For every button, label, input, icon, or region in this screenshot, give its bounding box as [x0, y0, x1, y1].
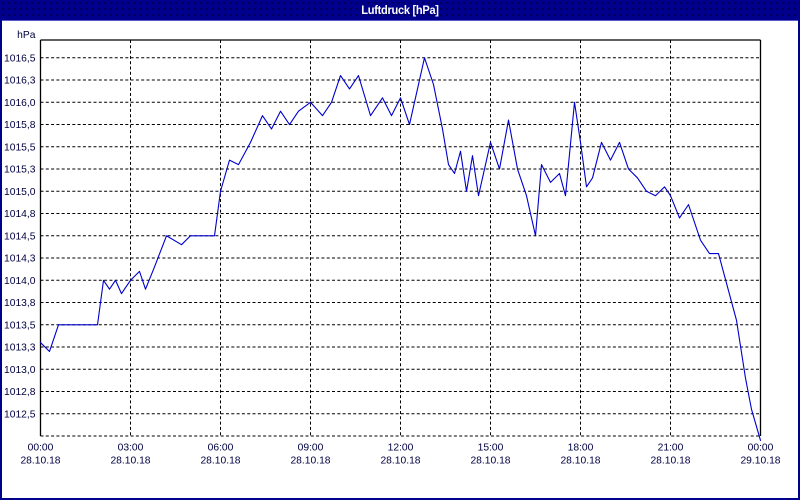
- svg-text:1016,0: 1016,0: [4, 98, 36, 109]
- svg-text:28.10.18: 28.10.18: [470, 456, 510, 467]
- svg-text:00:00: 00:00: [28, 443, 54, 454]
- svg-text:1016,3: 1016,3: [4, 76, 36, 87]
- svg-text:06:00: 06:00: [208, 443, 234, 454]
- svg-text:12:00: 12:00: [388, 443, 414, 454]
- svg-text:1014,5: 1014,5: [4, 231, 36, 242]
- svg-text:03:00: 03:00: [118, 443, 144, 454]
- svg-text:28.10.18: 28.10.18: [200, 456, 240, 467]
- svg-text:1014,0: 1014,0: [4, 276, 36, 287]
- svg-text:1015,5: 1015,5: [4, 142, 36, 153]
- svg-text:21:00: 21:00: [658, 443, 684, 454]
- svg-text:1014,3: 1014,3: [4, 254, 36, 265]
- svg-text:28.10.18: 28.10.18: [20, 456, 60, 467]
- svg-text:18:00: 18:00: [568, 443, 594, 454]
- svg-text:1013,0: 1013,0: [4, 365, 36, 376]
- svg-text:28.10.18: 28.10.18: [110, 456, 150, 467]
- svg-text:29.10.18: 29.10.18: [740, 456, 780, 467]
- svg-text:1014,8: 1014,8: [4, 209, 36, 220]
- svg-text:1016,5: 1016,5: [4, 53, 36, 64]
- svg-text:1013,3: 1013,3: [4, 343, 36, 354]
- svg-text:09:00: 09:00: [298, 443, 324, 454]
- svg-text:1012,5: 1012,5: [4, 409, 36, 420]
- svg-text:1013,5: 1013,5: [4, 320, 36, 331]
- svg-text:1015,0: 1015,0: [4, 187, 36, 198]
- svg-text:28.10.18: 28.10.18: [290, 456, 330, 467]
- svg-text:28.10.18: 28.10.18: [560, 456, 600, 467]
- svg-text:28.10.18: 28.10.18: [380, 456, 420, 467]
- svg-text:1013,8: 1013,8: [4, 298, 36, 309]
- svg-text:28.10.18: 28.10.18: [650, 456, 690, 467]
- svg-text:00:00: 00:00: [748, 443, 774, 454]
- svg-text:hPa: hPa: [17, 30, 36, 41]
- svg-text:1015,3: 1015,3: [4, 165, 36, 176]
- svg-text:1015,8: 1015,8: [4, 120, 36, 131]
- svg-text:1012,8: 1012,8: [4, 387, 36, 398]
- svg-text:15:00: 15:00: [478, 443, 504, 454]
